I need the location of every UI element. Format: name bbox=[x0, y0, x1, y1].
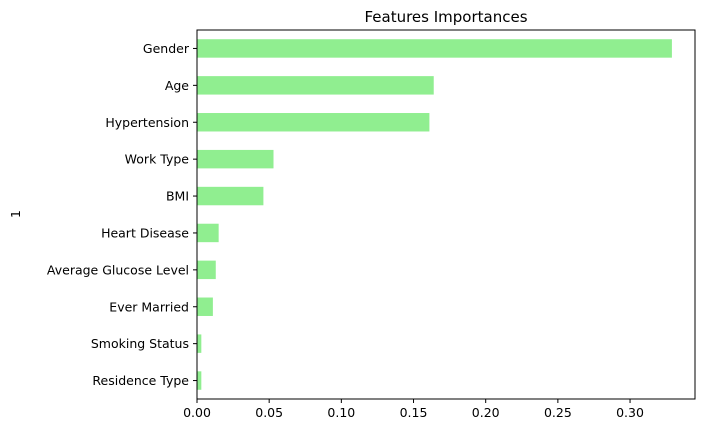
chart-title: Features Importances bbox=[364, 8, 527, 26]
y-tick-label-age: Age bbox=[165, 78, 189, 93]
plot-frame bbox=[196, 29, 696, 400]
x-tick-label: 0.15 bbox=[400, 405, 428, 420]
y-tick-label-hypertension: Hypertension bbox=[105, 115, 189, 130]
bar-smoking-status bbox=[197, 334, 202, 353]
bar-bmi bbox=[197, 186, 264, 206]
x-tick-label: 0.00 bbox=[183, 405, 211, 420]
y-tick-label-gender: Gender bbox=[143, 41, 190, 56]
y-ticks-layer: Residence Type Smoking Status Ever Married… bbox=[47, 41, 197, 388]
bars-layer bbox=[197, 39, 672, 390]
x-tick-label: 0.20 bbox=[472, 405, 500, 420]
y-tick-label-ever-married: Ever Married bbox=[109, 299, 189, 314]
bar-age bbox=[197, 76, 434, 95]
bar-heart-disease bbox=[197, 223, 219, 243]
x-tick-label: 0.30 bbox=[616, 405, 644, 420]
y-tick-label-residence-type: Residence Type bbox=[92, 373, 189, 388]
y-tick-label-heart-disease: Heart Disease bbox=[101, 225, 189, 240]
bar-work-type bbox=[197, 149, 274, 169]
bar-ever-married bbox=[197, 297, 213, 316]
bar-residence-type bbox=[197, 371, 202, 390]
x-tick-label: 0.25 bbox=[544, 405, 572, 420]
y-tick-label-bmi: BMI bbox=[166, 189, 189, 204]
y-tick-label-smoking-status: Smoking Status bbox=[91, 336, 189, 351]
y-axis-label: 1 bbox=[8, 210, 23, 218]
bar-average-glucose-level bbox=[197, 260, 216, 280]
x-tick-label: 0.05 bbox=[255, 405, 283, 420]
y-tick-label-average-glucose-level: Average Glucose Level bbox=[47, 262, 189, 277]
x-ticks-layer: 0.00 0.05 0.10 0.15 0.20 0.25 0.30 bbox=[183, 399, 644, 420]
bar-hypertension bbox=[197, 113, 430, 132]
x-tick-label: 0.10 bbox=[327, 405, 355, 420]
y-tick-label-work-type: Work Type bbox=[125, 152, 190, 167]
bar-gender bbox=[197, 39, 672, 58]
